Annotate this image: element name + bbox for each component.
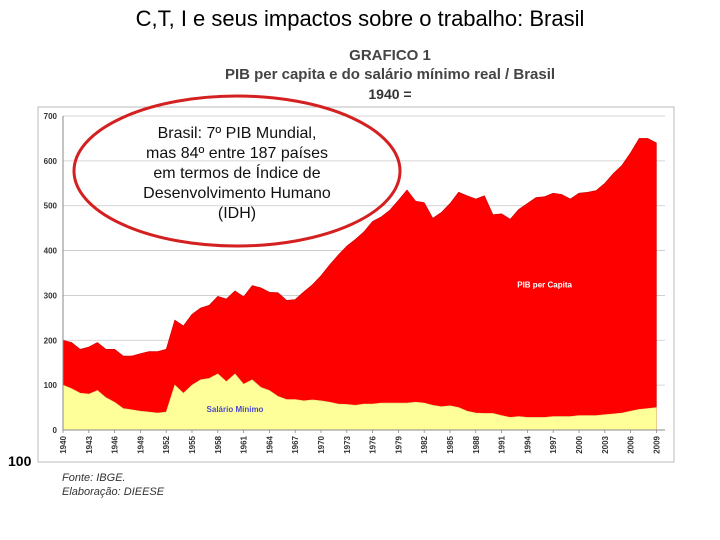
x-tick-label: 1967 [291,435,300,453]
series-area-salario-minimo [62,373,657,431]
x-tick-label: 1988 [472,435,481,453]
y-tick-label: 700 [44,112,58,121]
series-label-salario-minimo: Salário Mínimo [207,405,264,414]
chart-title-line-3: 1940 = [368,86,412,102]
x-tick-label: 1964 [265,435,274,453]
chart-title-line-2: PIB per capita e do salário mínimo real … [224,66,556,83]
y-tick-label: 400 [44,247,58,256]
x-tick-label: 1943 [85,435,94,453]
y-tick-label: 0 [53,426,58,435]
x-tick-label: 1949 [136,435,145,453]
callout-text-line: Brasil: 7º PIB Mundial, [158,125,317,142]
callout-text-line: em termos de Índice de [153,163,320,182]
callout-text-line: Desenvolvimento Humano [143,185,331,202]
y-tick-label: 600 [44,157,58,166]
x-tick-label: 2003 [601,435,610,453]
x-tick-label: 1961 [240,435,249,453]
callout-text-line: mas 84º entre 187 países [146,145,328,162]
chart-title-line-1: GRAFICO 1 [349,47,431,64]
x-tick-label: 2006 [627,435,636,453]
x-tick-label: 1952 [162,435,171,453]
y-tick-label: 200 [44,336,58,345]
callout-text-line: (IDH) [218,205,256,222]
y-tick-label: 500 [44,202,58,211]
x-tick-label: 1982 [420,435,429,453]
x-tick-label: 1970 [317,435,326,453]
x-tick-label: 1985 [446,435,455,453]
source-line: Fonte: IBGE. [62,472,126,484]
y-tick-label: 300 [44,291,58,300]
x-tick-label: 1997 [549,435,558,453]
x-tick-label: 2009 [652,435,661,453]
side-number: 100 [8,453,32,469]
x-tick-label: 1991 [498,435,507,453]
x-tick-label: 2000 [575,435,584,453]
x-tick-label: 1958 [214,435,223,453]
series-area-pib-per-capita [62,138,657,431]
series-label-pib-per-capita: PIB per Capita [517,280,572,289]
x-tick-label: 1940 [59,435,68,453]
x-tick-label: 1955 [188,435,197,453]
slide-title: C,T, I e seus impactos sobre o trabalho:… [135,6,585,31]
x-tick-label: 1979 [394,435,403,453]
x-tick-label: 1994 [523,435,532,453]
credits-line: Elaboração: DIEESE [62,486,165,498]
x-tick-label: 1946 [111,435,120,453]
x-tick-label: 1976 [369,435,378,453]
y-tick-label: 100 [44,381,58,390]
callout-ellipse [72,94,402,248]
x-tick-label: 1973 [343,435,352,453]
